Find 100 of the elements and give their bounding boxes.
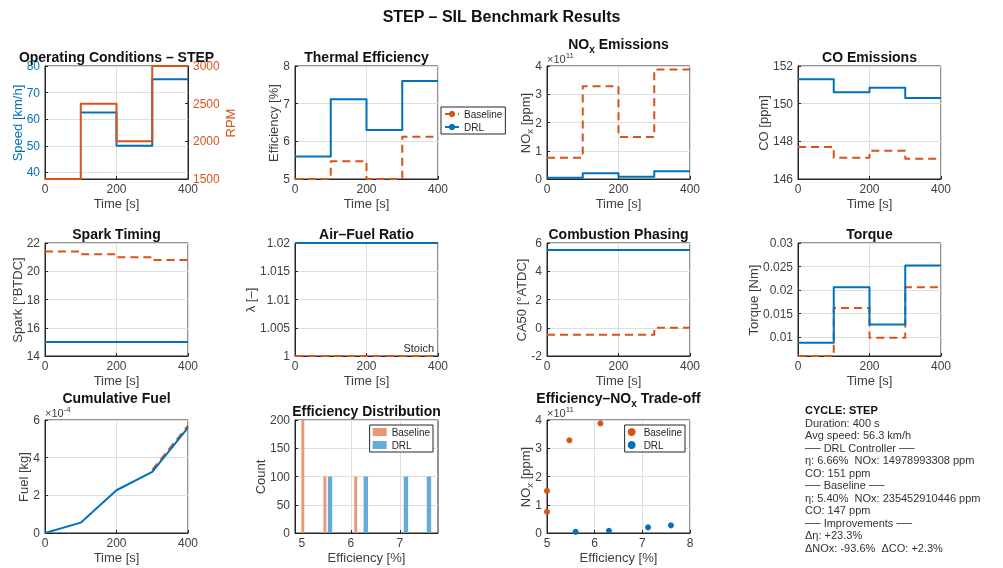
x-tick-label: 200 (859, 182, 880, 196)
text: Duration: 400 s (805, 416, 880, 429)
legend-label: DRL (643, 439, 665, 451)
x-tick-label: 200 (106, 182, 127, 196)
y-tick-label: 200 (269, 413, 291, 427)
legend-label: DRL (464, 121, 485, 133)
y-axis-title: Speed [km/h] (9, 84, 25, 161)
text: Δη: +23.3% (805, 529, 863, 541)
x-tick-label: 6 (591, 536, 599, 550)
chart-title: Efficiency Distribution (292, 403, 441, 419)
text: ── DRL Controller ── (805, 441, 915, 454)
text: ── Improvements ── (805, 516, 912, 529)
y-tick-label: 14 (26, 349, 41, 363)
y2-tick-label: 2000 (193, 134, 221, 149)
chart-title: Air–Fuel Ratio (319, 226, 414, 242)
x-tick-label: 400 (427, 359, 449, 373)
y-tick-label: 1.005 (259, 320, 291, 335)
text: ΔNOx: -93.6% ΔCO: +2.3% (805, 541, 943, 554)
y-tick-label: 18 (26, 292, 41, 307)
x-axis-title: Time [s] (595, 373, 642, 388)
y-tick-label: 2 (33, 488, 41, 503)
y-tick-label: 20 (26, 264, 41, 279)
x-axis-title: Efficiency [%] (327, 550, 406, 565)
x-tick-label: 200 (608, 182, 629, 196)
text: Avg speed: 56.3 km/h (805, 429, 912, 441)
annotation: Stoich (403, 342, 434, 354)
y-tick-label: 3 (535, 441, 543, 456)
y-axis-title: CO [ppm] (755, 94, 771, 151)
y-axis-title: λ [–] (242, 287, 258, 312)
text: CYCLE: STEP (805, 404, 878, 416)
point (597, 420, 604, 427)
y-axis-title: Torque [Nm] (745, 264, 761, 335)
y-tick-label: 4 (535, 413, 543, 427)
x-axis-title: Time [s] (846, 196, 893, 211)
legend-label: Baseline (391, 426, 431, 438)
y-tick-label: 5 (283, 172, 291, 186)
y-tick-label: 3 (535, 87, 543, 102)
x-tick-label: 400 (177, 359, 199, 373)
x-tick-label: 200 (608, 359, 629, 373)
chart-title: Thermal Efficiency (304, 49, 429, 65)
text: η: 6.66% NOx: 14978993308 ppm (805, 454, 975, 466)
y-tick-label: 4 (33, 450, 41, 465)
point (544, 487, 550, 494)
chart-title: Cumulative Fuel (62, 390, 171, 406)
y-tick-label: 0 (535, 320, 543, 335)
y-tick-label: 1.02 (266, 236, 291, 250)
y-tick-label: 150 (772, 96, 794, 111)
y-axis-title: CA50 [°ATDC] (513, 258, 529, 341)
x-axis-title: Efficiency [%] (579, 550, 658, 565)
point (605, 527, 612, 534)
text: η: 5.40% NOx: 235452910446 ppm (805, 491, 981, 504)
y-axis-title: Spark [°BTDC] (9, 256, 25, 343)
chart-title: Spark Timing (72, 226, 161, 242)
x-axis-title: Time [s] (846, 373, 893, 388)
y-tick-label: 4 (535, 264, 543, 279)
chart-title: Torque (846, 226, 893, 242)
y-tick-label: 1 (535, 497, 543, 512)
y-tick-label: 0.015 (762, 306, 794, 321)
x-tick-label: 200 (106, 359, 127, 373)
x-tick-label: 200 (859, 359, 880, 373)
y-tick-label: 4 (535, 59, 543, 73)
legend-label: Baseline (643, 426, 683, 438)
chart-title: CO Emissions (822, 49, 917, 65)
x-tick-label: 200 (356, 359, 377, 373)
x-tick-label: 5 (298, 536, 306, 550)
y-tick-label: 50 (26, 138, 41, 153)
x-axis-title: Time [s] (343, 373, 390, 388)
legend-label: Baseline (464, 108, 503, 120)
text: ── Baseline ── (805, 479, 885, 491)
y-tick-label: 2 (535, 292, 543, 307)
y-axis-title: Count (252, 459, 268, 494)
x-tick-label: 7 (396, 536, 404, 550)
text: CO: 147 ppm (805, 504, 871, 516)
point (645, 524, 652, 531)
x-axis-title: Time [s] (93, 373, 140, 388)
y-tick-label: 1.01 (266, 292, 291, 307)
y-tick-label: 100 (269, 469, 291, 484)
x-tick-label: 400 (177, 536, 199, 550)
y-tick-label: 150 (269, 441, 291, 456)
y-tick-label: 8 (283, 59, 291, 73)
y-tick-label: 0.03 (769, 236, 794, 250)
legend-label: DRL (391, 439, 413, 451)
y-tick-label: 1 (535, 143, 543, 158)
y-tick-label: 146 (772, 172, 794, 186)
text: STEP – SIL Benchmark Results (382, 8, 621, 26)
text: ×10$^{-4}$ (45, 405, 71, 419)
x-tick-label: 6 (347, 536, 355, 550)
y-tick-label: -2 (531, 349, 543, 363)
text: ×10$^{11}$ (547, 51, 574, 65)
x-tick-label: 400 (679, 182, 701, 196)
y-tick-label: 1.015 (259, 264, 291, 279)
y-axis-title: Efficiency [%] (265, 83, 281, 162)
x-tick-label: 8 (686, 536, 694, 550)
y-tick-label: 0 (535, 526, 543, 540)
x-tick-label: 400 (930, 359, 952, 373)
y-tick-label: 0 (33, 526, 41, 540)
y-tick-label: 16 (26, 320, 41, 335)
point (544, 508, 550, 515)
y-tick-label: 148 (772, 134, 794, 149)
y-tick-label: 6 (33, 413, 41, 427)
